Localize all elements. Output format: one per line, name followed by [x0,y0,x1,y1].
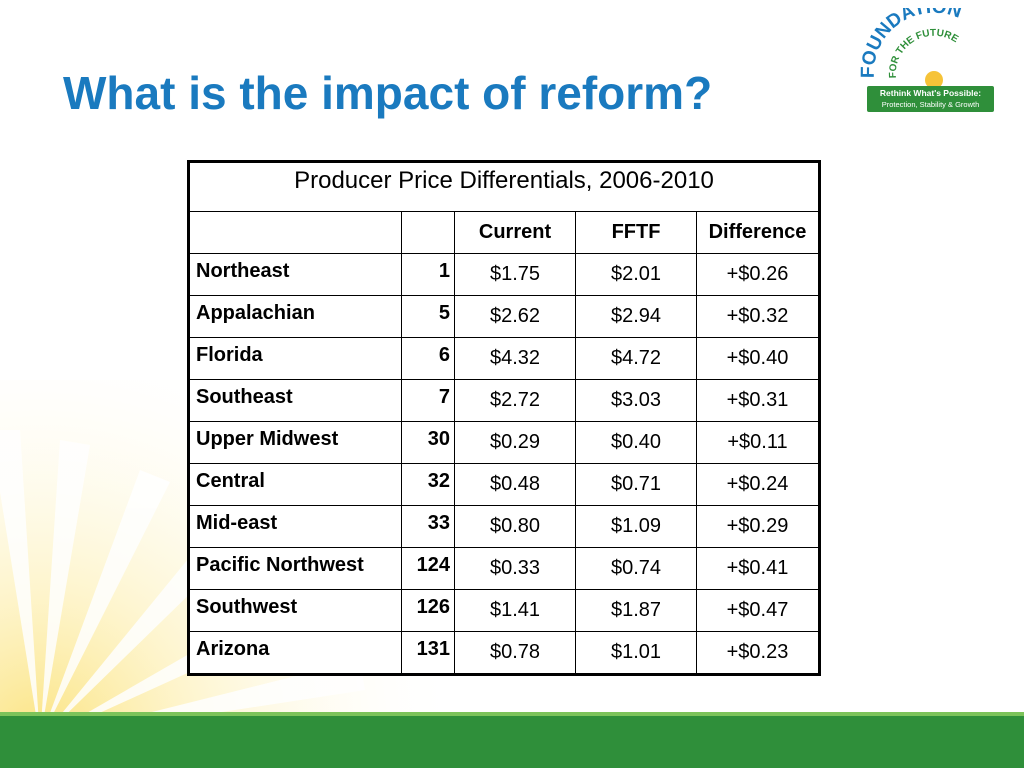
table-body: Northeast 1 $1.75 $2.01 +$0.26 Appalachian 5 $2… [188,253,820,675]
difference-cell: +$0.41 [696,547,820,590]
rank-cell: 124 [401,547,455,590]
current-price-cell: $1.75 [454,253,576,296]
table-row: Southeast 7 $2.72 $3.03 +$0.31 [188,379,820,422]
difference-cell: +$0.24 [696,463,820,506]
difference-cell: +$0.32 [696,295,820,338]
footer-highlight [0,712,1024,716]
difference-cell: +$0.47 [696,589,820,632]
column-header-difference: Difference [696,211,820,254]
table-row: Central 32 $0.48 $0.71 +$0.24 [188,463,820,506]
fftf-price-cell: $1.01 [575,631,697,675]
current-price-cell: $0.48 [454,463,576,506]
region-cell: Florida [188,337,402,380]
table-row: Appalachian 5 $2.62 $2.94 +$0.32 [188,295,820,338]
fftf-price-cell: $1.09 [575,505,697,548]
tagline-line-1: Rethink What's Possible: [879,88,982,98]
rank-cell: 33 [401,505,455,548]
current-price-cell: $2.72 [454,379,576,422]
table-row: Pacific Northwest 124 $0.33 $0.74 +$0.41 [188,547,820,590]
column-header-fftf: FFTF [575,211,697,254]
table-header-row: Current FFTF Difference [188,211,820,254]
fftf-price-cell: $0.40 [575,421,697,464]
rank-cell: 30 [401,421,455,464]
current-price-cell: $2.62 [454,295,576,338]
current-price-cell: $0.78 [454,631,576,675]
foundation-logo: FOUNDATION FOR THE FUTURE [860,8,1004,120]
table-row: Upper Midwest 30 $0.29 $0.40 +$0.11 [188,421,820,464]
current-price-cell: $0.29 [454,421,576,464]
rank-cell: 1 [401,253,455,296]
table-row: Arizona 131 $0.78 $1.01 +$0.23 [188,631,820,675]
region-cell: Appalachian [188,295,402,338]
column-header-region [188,211,402,254]
price-differentials-table: Producer Price Differentials, 2006-2010 … [187,160,821,676]
rank-cell: 126 [401,589,455,632]
rank-cell: 6 [401,337,455,380]
region-cell: Central [188,463,402,506]
difference-cell: +$0.40 [696,337,820,380]
table-caption: Producer Price Differentials, 2006-2010 [188,161,820,199]
region-cell: Southwest [188,589,402,632]
fftf-price-cell: $1.87 [575,589,697,632]
rank-cell: 32 [401,463,455,506]
rank-cell: 131 [401,631,455,675]
table-row: Southwest 126 $1.41 $1.87 +$0.47 [188,589,820,632]
region-cell: Mid-east [188,505,402,548]
table-row: Florida 6 $4.32 $4.72 +$0.40 [188,337,820,380]
table-row: Mid-east 33 $0.80 $1.09 +$0.29 [188,505,820,548]
logo-word-future: FOR THE FUTURE [888,28,961,79]
fftf-price-cell: $2.94 [575,295,697,338]
fftf-price-cell: $0.74 [575,547,697,590]
svg-text:FOR THE FUTURE: FOR THE FUTURE [888,28,961,79]
table-spacer-row [188,199,820,212]
sun-icon [925,71,943,88]
slide-title: What is the impact of reform? [63,67,713,119]
column-header-rank [401,211,455,254]
region-cell: Pacific Northwest [188,547,402,590]
difference-cell: +$0.29 [696,505,820,548]
current-price-cell: $1.41 [454,589,576,632]
fftf-price-cell: $3.03 [575,379,697,422]
table-row: Northeast 1 $1.75 $2.01 +$0.26 [188,253,820,296]
current-price-cell: $0.80 [454,505,576,548]
difference-cell: +$0.23 [696,631,820,675]
difference-cell: +$0.26 [696,253,820,296]
difference-cell: +$0.31 [696,379,820,422]
region-cell: Arizona [188,631,402,675]
rank-cell: 5 [401,295,455,338]
rank-cell: 7 [401,379,455,422]
fftf-price-cell: $2.01 [575,253,697,296]
fftf-price-cell: $4.72 [575,337,697,380]
region-cell: Upper Midwest [188,421,402,464]
table-caption-row: Producer Price Differentials, 2006-2010 [188,161,820,199]
current-price-cell: $4.32 [454,337,576,380]
region-cell: Southeast [188,379,402,422]
logo-tagline: Rethink What's Possible: Protection, Sta… [867,86,994,112]
fftf-price-cell: $0.71 [575,463,697,506]
footer-bar [0,712,1024,768]
current-price-cell: $0.33 [454,547,576,590]
tagline-line-2: Protection, Stability & Growth [881,100,980,109]
difference-cell: +$0.11 [696,421,820,464]
region-cell: Northeast [188,253,402,296]
column-header-current: Current [454,211,576,254]
